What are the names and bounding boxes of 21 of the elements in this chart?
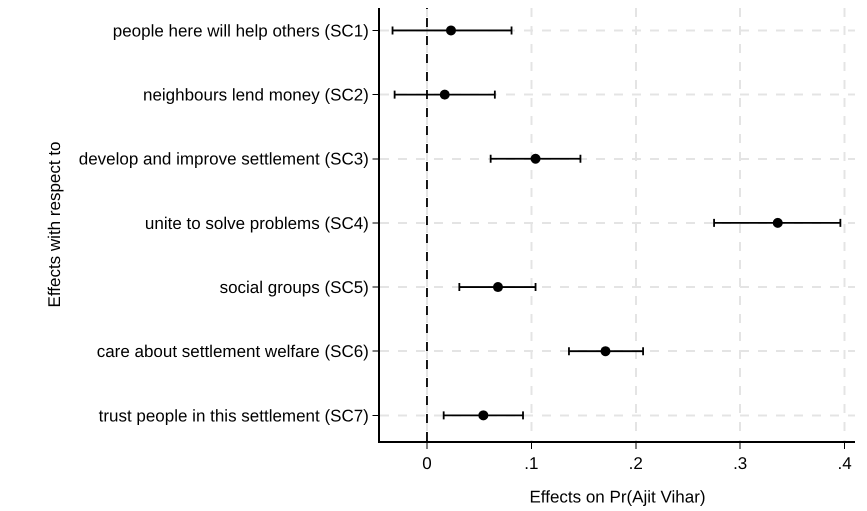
point xyxy=(440,90,450,100)
point xyxy=(492,282,503,292)
x-tick-label: .2 xyxy=(628,454,643,474)
x-tick-label: 0 xyxy=(422,454,432,474)
x-tick-label: .1 xyxy=(524,454,538,474)
y-tick-label: people here will help others (SC1) xyxy=(112,21,369,40)
y-tick-label: social groups (SC5) xyxy=(220,278,369,297)
x-tick-label: .3 xyxy=(733,454,748,474)
point xyxy=(600,346,610,356)
y-tick-label: unite to solve problems (SC4) xyxy=(144,214,369,233)
point xyxy=(478,410,488,420)
y-tick-label: care about settlement welfare (SC6) xyxy=(96,342,369,362)
point xyxy=(530,154,541,164)
point xyxy=(772,218,783,228)
y-axis-title: Effects with respect to xyxy=(44,142,64,308)
point xyxy=(446,25,456,36)
y-tick-label: trust people in this settlement (SC7) xyxy=(98,406,369,426)
x-axis-title: Effects on Pr(Ajit Vihar) xyxy=(529,488,706,506)
x-tick-label: .4 xyxy=(837,454,852,474)
y-tick-label: neighbours lend money (SC2) xyxy=(142,86,369,105)
y-tick-label: develop and improve settlement (SC3) xyxy=(78,150,369,169)
